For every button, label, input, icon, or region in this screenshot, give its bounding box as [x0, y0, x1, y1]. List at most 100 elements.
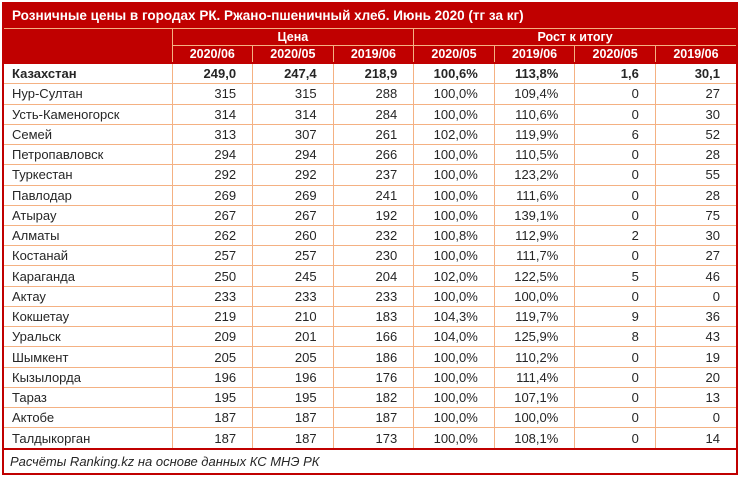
value-cell: 262	[171, 225, 254, 247]
city-name-cell: Казахстан	[4, 62, 173, 85]
value-cell: 0	[574, 83, 656, 105]
value-cell: 292	[252, 164, 334, 186]
value-cell: 230	[332, 245, 415, 267]
value-cell: 102,0%	[413, 123, 495, 146]
column-header-row: 2020/06 2020/05 2019/06 2020/05 2019/06 2020/…	[4, 44, 736, 64]
value-cell: 186	[332, 346, 415, 368]
value-cell: 5	[574, 265, 656, 287]
page-title: Розничные цены в городах РК. Ржано-пшени…	[4, 4, 736, 29]
value-cell: 204	[332, 265, 415, 287]
value-cell: 0	[574, 184, 656, 206]
value-cell: 27	[654, 83, 736, 105]
table-row: Кокшетау 219 210 183 104,3% 119,7% 9 36	[4, 305, 736, 328]
value-cell: 250	[171, 265, 254, 287]
value-cell: 1,6	[574, 62, 656, 85]
value-cell: 75	[654, 204, 736, 227]
value-cell: 100,0%	[413, 164, 495, 186]
value-cell: 100,6%	[413, 62, 495, 85]
column-header: 2020/05	[574, 44, 656, 64]
value-cell: 196	[171, 366, 254, 388]
value-cell: 176	[332, 366, 415, 388]
value-cell: 100,0%	[493, 407, 576, 429]
value-cell: 257	[171, 245, 254, 267]
city-name-cell: Шымкент	[4, 346, 173, 368]
table-row: Семей 313 307 261 102,0% 119,9% 6 52	[4, 123, 736, 146]
value-cell: 100,0%	[413, 386, 495, 409]
value-cell: 314	[252, 103, 334, 125]
value-cell: 8	[574, 326, 656, 348]
group-header-growth: Рост к итогу	[413, 27, 736, 46]
value-cell: 182	[332, 386, 415, 409]
price-table-body: Казахстан 249,0 247,4 218,9 100,6% 113,8% 1,6 3…	[4, 62, 736, 450]
value-cell: 20	[654, 366, 736, 388]
value-cell: 27	[654, 245, 736, 267]
value-cell: 112,9%	[493, 225, 576, 247]
value-cell: 237	[332, 164, 415, 186]
value-cell: 100,8%	[413, 225, 495, 247]
city-name-cell: Семей	[4, 123, 173, 146]
value-cell: 0	[574, 346, 656, 368]
value-cell: 122,5%	[493, 265, 576, 287]
value-cell: 294	[252, 144, 334, 166]
value-cell: 100,0%	[413, 184, 495, 206]
source-note: Расчёты Ranking.kz на основе данных КС М…	[4, 448, 736, 473]
value-cell: 201	[252, 326, 334, 348]
value-cell: 314	[171, 103, 254, 125]
city-name-cell: Нур-Султан	[4, 83, 173, 105]
value-cell: 166	[332, 326, 415, 348]
value-cell: 313	[171, 123, 254, 146]
value-cell: 0	[574, 427, 656, 450]
value-cell: 249,0	[171, 62, 254, 85]
value-cell: 100,0%	[413, 103, 495, 125]
value-cell: 0	[654, 407, 736, 429]
value-cell: 315	[171, 83, 254, 105]
value-cell: 109,4%	[493, 83, 576, 105]
value-cell: 0	[574, 285, 656, 307]
value-cell: 315	[252, 83, 334, 105]
value-cell: 205	[252, 346, 334, 368]
value-cell: 267	[252, 204, 334, 227]
table-row: Актау 233 233 233 100,0% 100,0% 0 0	[4, 285, 736, 307]
table-row: Петропавловск 294 294 266 100,0% 110,5% 0 28	[4, 144, 736, 166]
city-name-cell: Актобе	[4, 407, 173, 429]
value-cell: 192	[332, 204, 415, 227]
value-cell: 210	[252, 305, 334, 328]
value-cell: 30	[654, 225, 736, 247]
value-cell: 119,7%	[493, 305, 576, 328]
value-cell: 245	[252, 265, 334, 287]
city-name-cell: Актау	[4, 285, 173, 307]
group-header-price: Цена	[171, 27, 415, 46]
value-cell: 104,3%	[413, 305, 495, 328]
city-name-cell: Туркестан	[4, 164, 173, 186]
value-cell: 187	[332, 407, 415, 429]
value-cell: 111,6%	[493, 184, 576, 206]
value-cell: 111,7%	[493, 245, 576, 267]
value-cell: 113,8%	[493, 62, 576, 85]
table-row: Талдыкорган 187 187 173 100,0% 108,1% 0 14	[4, 427, 736, 450]
value-cell: 43	[654, 326, 736, 348]
value-cell: 219	[171, 305, 254, 328]
value-cell: 0	[574, 144, 656, 166]
value-cell: 0	[574, 386, 656, 409]
value-cell: 187	[252, 407, 334, 429]
value-cell: 269	[252, 184, 334, 206]
value-cell: 233	[171, 285, 254, 307]
city-name-cell: Костанай	[4, 245, 173, 267]
value-cell: 110,2%	[493, 346, 576, 368]
table-row: Павлодар 269 269 241 100,0% 111,6% 0 28	[4, 184, 736, 206]
value-cell: 269	[171, 184, 254, 206]
column-header: 2020/05	[413, 44, 495, 64]
value-cell: 0	[574, 245, 656, 267]
value-cell: 173	[332, 427, 415, 450]
table-row: Атырау 267 267 192 100,0% 139,1% 0 75	[4, 204, 736, 227]
value-cell: 36	[654, 305, 736, 328]
value-cell: 100,0%	[413, 144, 495, 166]
value-cell: 292	[171, 164, 254, 186]
value-cell: 233	[252, 285, 334, 307]
value-cell: 107,1%	[493, 386, 576, 409]
value-cell: 110,5%	[493, 144, 576, 166]
value-cell: 247,4	[252, 62, 334, 85]
group-header-row: Цена Рост к итогу	[4, 27, 736, 64]
